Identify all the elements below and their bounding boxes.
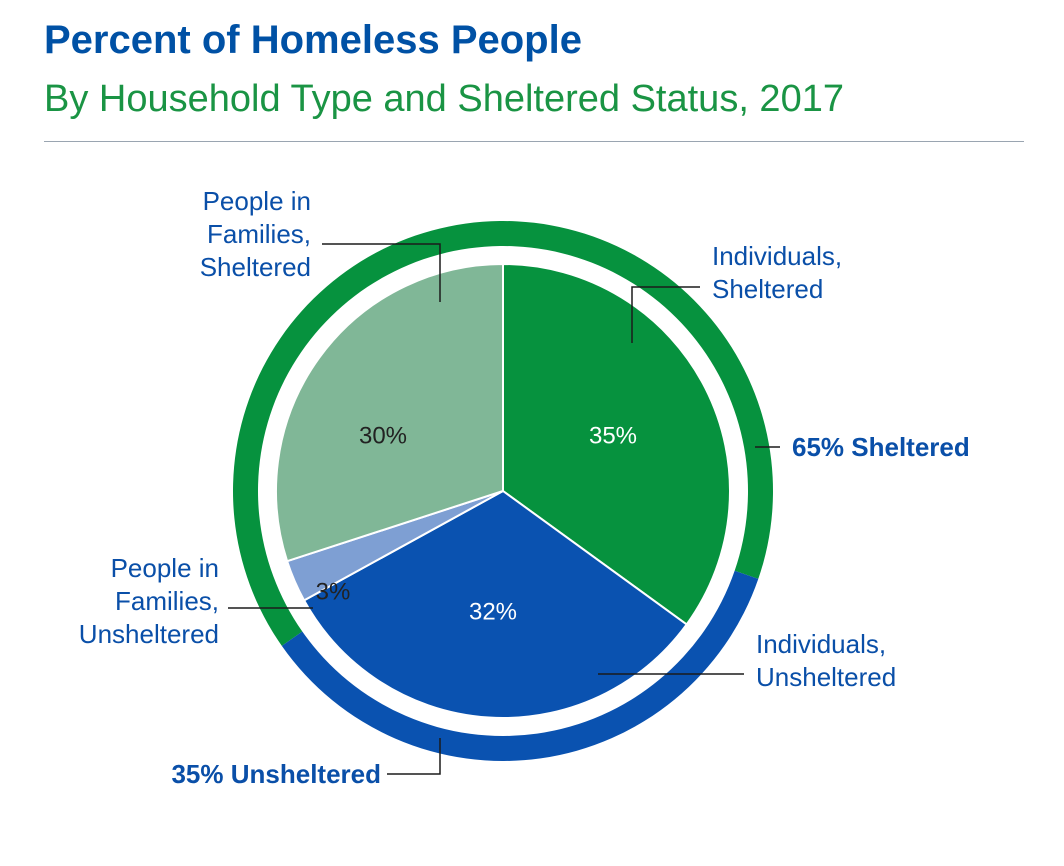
slice-label-people-in-families-sheltered: People in Families, Sheltered	[200, 186, 311, 282]
slice-people-in-families-sheltered	[275, 262, 504, 563]
slice-individuals-sheltered	[502, 262, 731, 626]
slice-label-individuals-sheltered: Individuals, Sheltered	[712, 241, 842, 304]
slice-value-individuals-sheltered: 35%	[589, 422, 637, 449]
leader-line-individuals-sheltered	[631, 286, 700, 343]
slice-individuals-unsheltered	[302, 489, 689, 719]
ring-label-65-sheltered: 65% Sheltered	[792, 432, 970, 462]
chart-subtitle: By Household Type and Sheltered Status, …	[44, 78, 844, 120]
ring-segment-35-unsheltered	[281, 570, 759, 762]
chart-title: Percent of Homeless People	[44, 18, 582, 62]
leader-line-people-in-families-sheltered	[322, 243, 441, 302]
slice-label-individuals-unsheltered: Individuals, Unsheltered	[756, 629, 896, 692]
slice-label-people-in-families-unsheltered: People in Families, Unsheltered	[79, 553, 219, 649]
outer-ring	[233, 221, 774, 762]
chart-labels: 35% 32% 3% 30% Individuals, Sheltered Individu…	[79, 186, 970, 789]
slice-value-people-in-families-unsheltered: 3%	[316, 578, 351, 605]
title-divider	[44, 141, 1024, 142]
slice-value-people-in-families-sheltered: 30%	[359, 422, 407, 449]
slice-value-individuals-unsheltered: 32%	[469, 598, 517, 625]
pie-slices	[275, 262, 731, 719]
leader-lines	[228, 243, 780, 775]
ring-label-35-unsheltered: 35% Unsheltered	[171, 759, 381, 789]
leader-line-35-unsheltered	[387, 738, 441, 775]
